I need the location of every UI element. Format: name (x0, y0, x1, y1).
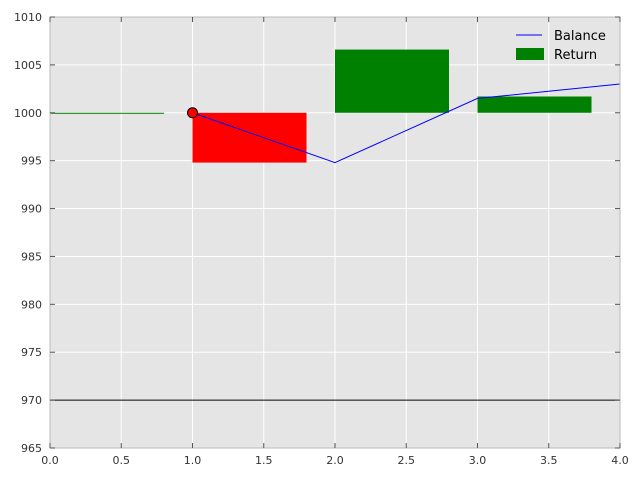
y-tick-label: 990 (21, 203, 42, 216)
y-tick-label: 970 (21, 394, 42, 407)
legend-return-label: Return (554, 48, 597, 63)
y-tick-label: 975 (21, 346, 42, 359)
legend-return-swatch (516, 48, 544, 60)
x-tick-label: 4.0 (611, 454, 629, 467)
x-tick-label: 3.0 (469, 454, 487, 467)
x-tick-label: 1.0 (184, 454, 202, 467)
x-tick-label: 0.0 (41, 454, 59, 467)
y-tick-label: 1000 (14, 107, 42, 120)
balance-line (192, 83, 621, 164)
x-tick-label: 0.5 (113, 454, 131, 467)
legend-balance-label: Balance (554, 29, 606, 44)
y-tick-label: 1005 (14, 59, 42, 72)
start-marker (187, 107, 198, 119)
return-bars (50, 49, 592, 163)
y-tick-label: 1010 (14, 11, 42, 24)
return-bar (335, 49, 449, 113)
x-tick-label: 1.5 (255, 454, 273, 467)
return-bar (477, 96, 592, 113)
y-tick-label: 985 (21, 250, 42, 263)
x-tick-label: 2.5 (398, 454, 416, 467)
y-tick-label: 965 (21, 442, 42, 455)
return-bar (192, 112, 307, 163)
axis-ticks: 0.0 0.5 1.0 1.5 2.0 2.5 3.0 3.5 4.0 965 970 975 980 9… (14, 11, 629, 467)
y-tick-label: 980 (21, 298, 42, 311)
return-bar (50, 112, 164, 114)
x-tick-label: 2.0 (326, 454, 344, 467)
legend: Balance Return (516, 29, 606, 63)
x-tick-label: 3.5 (540, 454, 558, 467)
y-tick-label: 995 (21, 155, 42, 168)
